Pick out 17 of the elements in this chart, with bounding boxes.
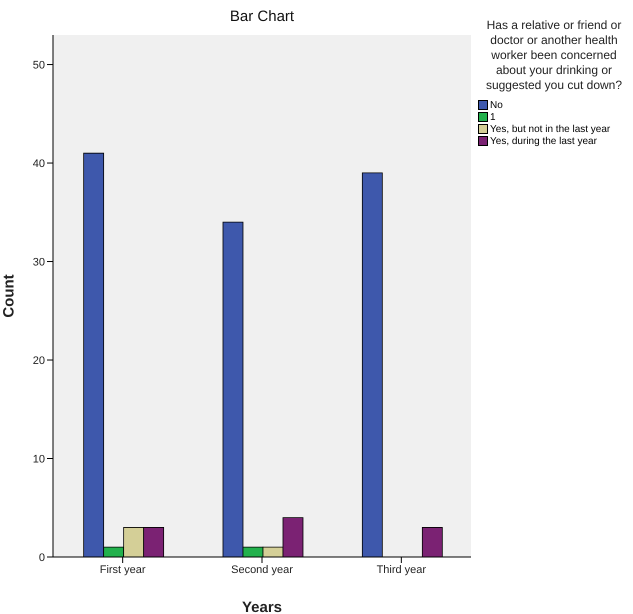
y-tick-label: 30 [32,256,45,268]
y-tick-label: 20 [32,354,45,367]
y-tick-label: 10 [32,453,45,466]
y-tick-label: 0 [38,552,45,564]
x-axis-title: Years [242,599,282,614]
x-tick-label: Third year [376,564,426,576]
legend-title: Has a relative or friend or doctor or another health worker been concerned about your drinking or suggested you cut down? [484,18,624,93]
x-tick-label: Second year [231,564,294,576]
legend-label: Yes, during the last year [490,136,597,146]
legend-label: 1 [490,112,496,122]
y-axis-title: Count [0,274,18,318]
x-tick-label: First year [100,564,146,576]
legend-label: Yes, but not in the last year [490,124,610,134]
y-tick-label: 50 [32,59,45,72]
y-tick-label: 40 [32,158,45,170]
chart-title: Bar Chart [228,8,296,25]
legend-label: No [490,100,503,110]
